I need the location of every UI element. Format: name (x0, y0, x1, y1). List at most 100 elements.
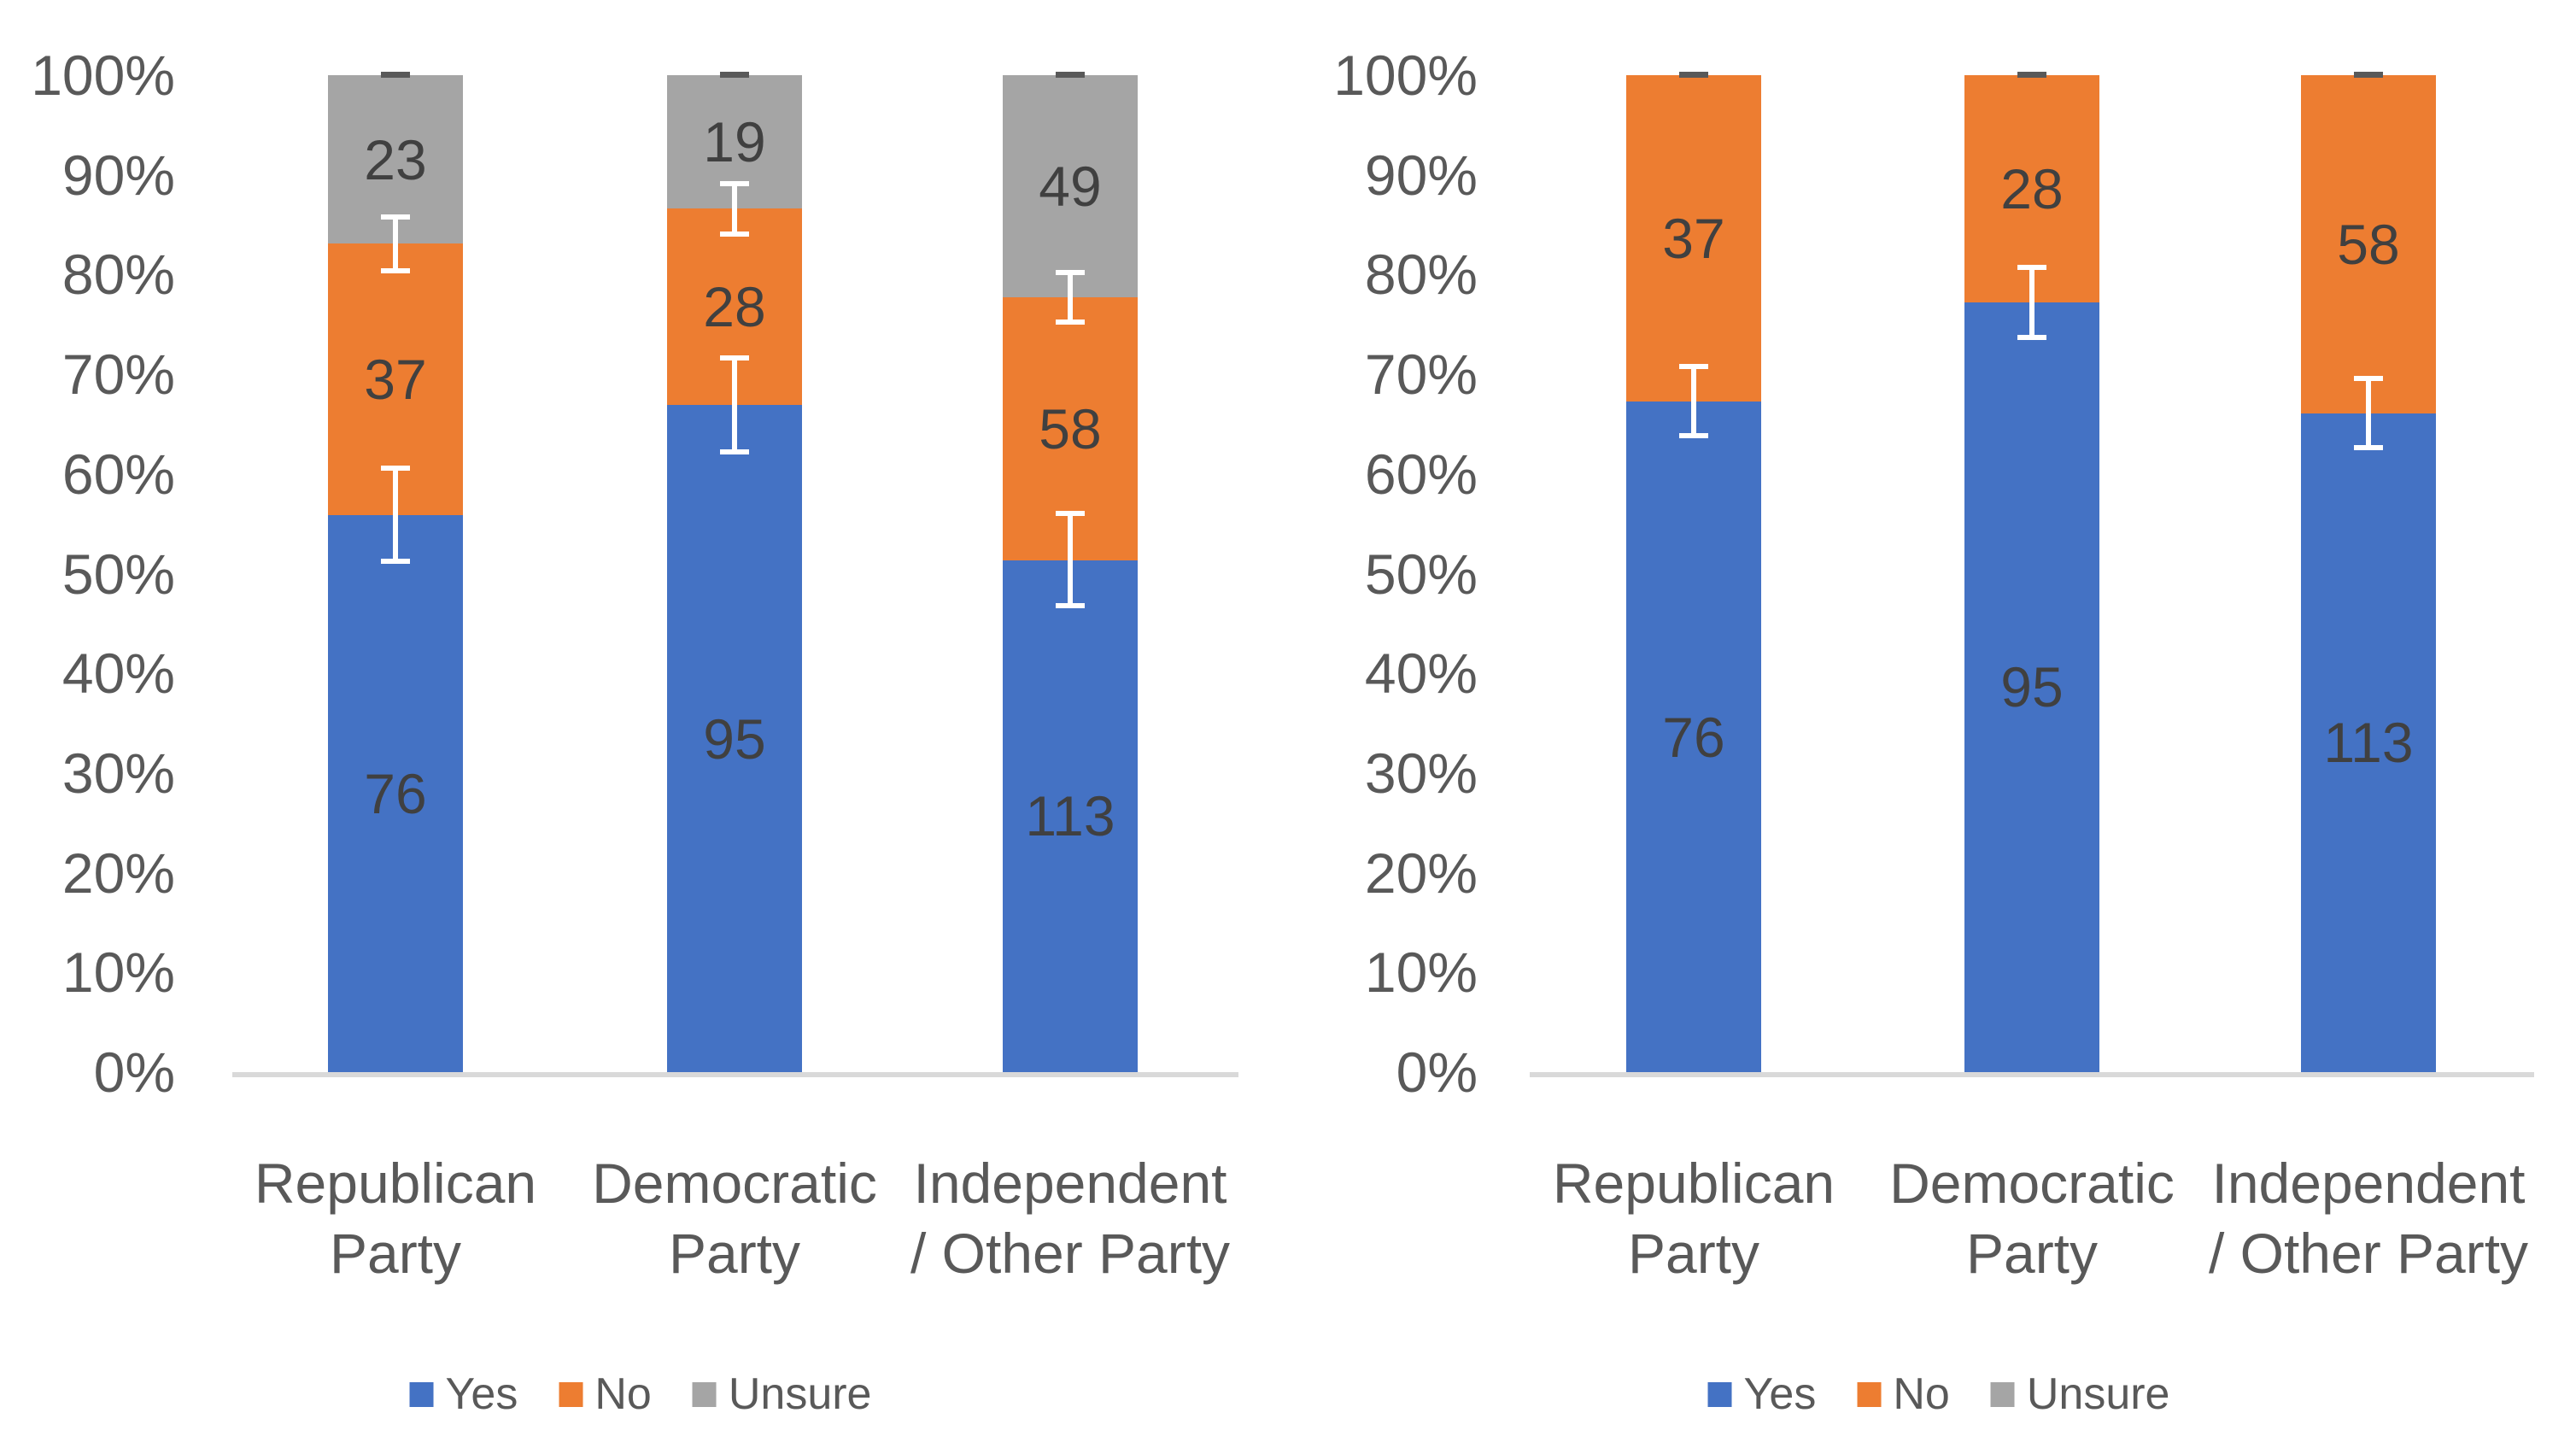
error-bar-cap (1056, 270, 1085, 276)
error-bar-cap (381, 559, 410, 565)
error-bar-top-cap (2017, 72, 2046, 78)
x-axis-category-label-line: Independent (913, 1152, 1227, 1215)
legend: Yes No Unsure (1688, 1369, 2191, 1420)
error-bar (2029, 267, 2034, 337)
x-axis-category-label-line: / Other Party (2208, 1222, 2529, 1285)
legend-item-yes: Yes (409, 1369, 518, 1420)
legend-label: Yes (445, 1369, 518, 1419)
legend-label: Unsure (2026, 1369, 2170, 1419)
x-axis-category-label: Republican Party (1455, 1148, 1933, 1288)
error-bar-cap (1056, 319, 1085, 325)
legend-label: Unsure (728, 1369, 872, 1419)
error-bar-top-cap (2354, 72, 2383, 78)
x-axis-category-label-line: Independent (2211, 1152, 2526, 1215)
error-bar-cap (1679, 433, 1708, 439)
error-bar (1068, 513, 1073, 606)
error-bar-cap (720, 449, 749, 455)
legend-item-yes: Yes (1707, 1369, 1817, 1420)
data-label: 58 (2337, 212, 2400, 276)
error-bar-cap (381, 465, 410, 471)
y-axis-tick-label: 100% (31, 44, 175, 107)
y-axis-tick-label: 90% (1364, 143, 1478, 207)
legend-marker-no (559, 1381, 583, 1407)
legend-item-no: No (1857, 1369, 1950, 1420)
error-bar-cap (720, 181, 749, 187)
x-axis-category-label-line: Party (668, 1222, 801, 1285)
legend-label: Yes (1743, 1369, 1817, 1419)
x-axis-category-label-line: Party (1627, 1222, 1760, 1285)
error-bar-top-cap (1679, 72, 1708, 78)
data-label: 28 (703, 275, 766, 339)
error-bar-cap (2354, 375, 2383, 381)
y-axis-tick-label: 20% (1364, 841, 1478, 905)
error-bar (732, 358, 737, 453)
legend-marker-yes (1707, 1381, 1732, 1407)
x-axis-category-label-line: Democratic (1889, 1152, 2175, 1215)
data-label: 95 (703, 706, 766, 771)
error-bar-cap (2017, 265, 2046, 271)
bar-segment-no (2301, 75, 2436, 413)
y-axis-tick-label: 0% (1396, 1041, 1478, 1104)
data-label: 37 (364, 348, 427, 412)
error-bar-top-cap (381, 72, 410, 78)
bar-segment-yes (1626, 402, 1761, 1072)
bar-segment-yes (1003, 560, 1138, 1072)
legend-label: No (1893, 1369, 1950, 1419)
error-bar-cap (720, 355, 749, 361)
x-axis-category-label-line: / Other Party (910, 1222, 1231, 1285)
legend: Yes No Unsure (389, 1369, 893, 1420)
data-label: 95 (2000, 655, 2064, 719)
y-axis-tick-label: 40% (61, 642, 175, 706)
error-bar (1068, 273, 1073, 323)
error-bar (2366, 378, 2371, 448)
x-axis-line (232, 1072, 1238, 1077)
legend-item-no: No (559, 1369, 652, 1420)
y-axis-tick-label: 30% (1364, 741, 1478, 805)
y-axis-tick-label: 30% (61, 741, 175, 805)
y-axis-tick-label: 20% (61, 841, 175, 905)
y-axis-tick-label: 100% (1333, 44, 1478, 107)
y-axis-tick-label: 10% (61, 941, 175, 1005)
data-label: 76 (364, 761, 427, 825)
error-bar (1691, 366, 1696, 437)
x-axis-line (1530, 1072, 2534, 1077)
error-bar-cap (720, 231, 749, 237)
x-axis-category-label: Independent / Other Party (2129, 1148, 2576, 1288)
data-label: 58 (1039, 396, 1102, 460)
x-axis-category-label-line: Republican (254, 1152, 537, 1215)
data-label: 37 (1662, 207, 1725, 271)
legend-marker-unsure (692, 1381, 717, 1407)
data-label: 113 (2323, 711, 2414, 775)
bar-segment-unsure (1003, 75, 1138, 297)
y-axis-tick-label: 50% (1364, 542, 1478, 606)
y-axis-tick-label: 50% (61, 542, 175, 606)
y-axis-tick-label: 60% (61, 442, 175, 506)
x-axis-category-label-line: Party (329, 1222, 462, 1285)
legend-marker-unsure (1990, 1381, 2015, 1407)
error-bar (732, 184, 737, 234)
error-bar-cap (2354, 445, 2383, 451)
y-axis-tick-label: 90% (61, 143, 175, 207)
error-bar (393, 216, 398, 271)
x-axis-category-label-line: Party (1965, 1222, 2099, 1285)
y-axis-tick-label: 40% (1364, 642, 1478, 706)
error-bar-cap (1056, 602, 1085, 608)
legend-item-unsure: Unsure (1990, 1369, 2170, 1420)
bar-segment-yes (667, 405, 802, 1072)
bar-segment-yes (1964, 302, 2099, 1072)
data-label: 113 (1025, 784, 1115, 848)
error-bar-cap (1679, 363, 1708, 369)
data-label: 76 (1662, 705, 1725, 769)
bar-segment-yes (2301, 413, 2436, 1072)
x-axis-category-label-line: Republican (1552, 1152, 1835, 1215)
y-axis-tick-label: 70% (1364, 343, 1478, 407)
error-bar-top-cap (1056, 72, 1085, 78)
error-bar (393, 467, 398, 562)
data-label: 23 (364, 127, 427, 191)
bar-segment-no (1964, 75, 2099, 302)
error-bar-top-cap (720, 72, 749, 78)
bar-segment-yes (328, 514, 463, 1072)
